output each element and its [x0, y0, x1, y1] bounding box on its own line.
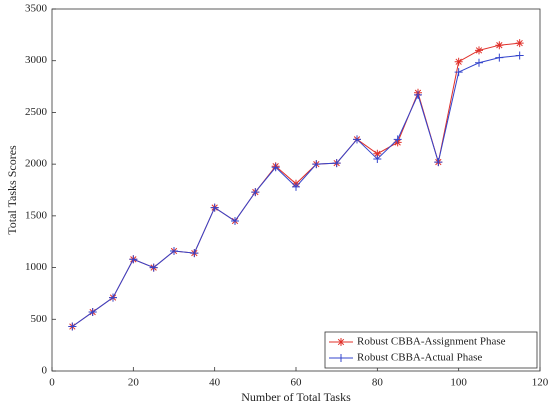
- data-point: [129, 255, 138, 264]
- data-point: [332, 159, 341, 168]
- data-point: [190, 249, 199, 258]
- legend-label: Robust CBBA-Actual Phase: [357, 352, 482, 364]
- data-point: [353, 135, 361, 144]
- legend-marker: [337, 354, 345, 362]
- data-point: [149, 263, 158, 272]
- x-tick-label: 80: [372, 377, 384, 389]
- y-tick-label: 3500: [25, 3, 48, 15]
- legend-marker: [337, 338, 345, 346]
- y-tick-label: 1000: [25, 261, 48, 273]
- x-tick-label: 60: [291, 377, 303, 389]
- y-tick-label: 500: [31, 313, 48, 325]
- y-tick-label: 1500: [25, 209, 48, 221]
- x-tick-label: 0: [49, 377, 55, 389]
- y-axis-label: Total Tasks Scores: [5, 145, 19, 235]
- data-point: [454, 57, 463, 66]
- x-axis-label: Number of Total Tasks: [241, 390, 351, 404]
- data-point: [251, 188, 260, 197]
- data-point: [475, 46, 483, 55]
- data-point: [68, 322, 77, 331]
- data-point: [312, 160, 321, 169]
- data-point: [271, 163, 280, 172]
- data-point: [515, 39, 524, 48]
- data-point: [495, 53, 504, 62]
- data-point: [515, 51, 524, 60]
- series-line: [72, 55, 520, 327]
- data-point: [210, 203, 219, 212]
- x-tick-label: 100: [450, 377, 467, 389]
- data-point: [414, 90, 422, 99]
- data-point: [109, 293, 117, 302]
- legend-label: Robust CBBA-Assignment Phase: [357, 336, 506, 348]
- y-tick-label: 2000: [25, 158, 48, 170]
- data-point: [454, 68, 463, 77]
- x-tick-label: 120: [532, 377, 549, 389]
- data-point: [88, 308, 97, 317]
- y-tick-label: 3000: [25, 54, 48, 66]
- x-tick-label: 20: [128, 377, 140, 389]
- legend-box: [324, 331, 538, 369]
- data-point: [170, 247, 178, 256]
- data-point: [495, 41, 504, 50]
- data-point: [373, 149, 382, 158]
- data-point: [434, 158, 443, 167]
- data-point: [373, 154, 382, 163]
- data-point: [475, 58, 483, 67]
- x-tick-label: 40: [209, 377, 221, 389]
- y-tick-label: 0: [42, 365, 48, 377]
- y-tick-label: 2500: [25, 106, 48, 118]
- data-point: [231, 217, 239, 226]
- data-point: [292, 182, 300, 191]
- data-point: [393, 135, 402, 144]
